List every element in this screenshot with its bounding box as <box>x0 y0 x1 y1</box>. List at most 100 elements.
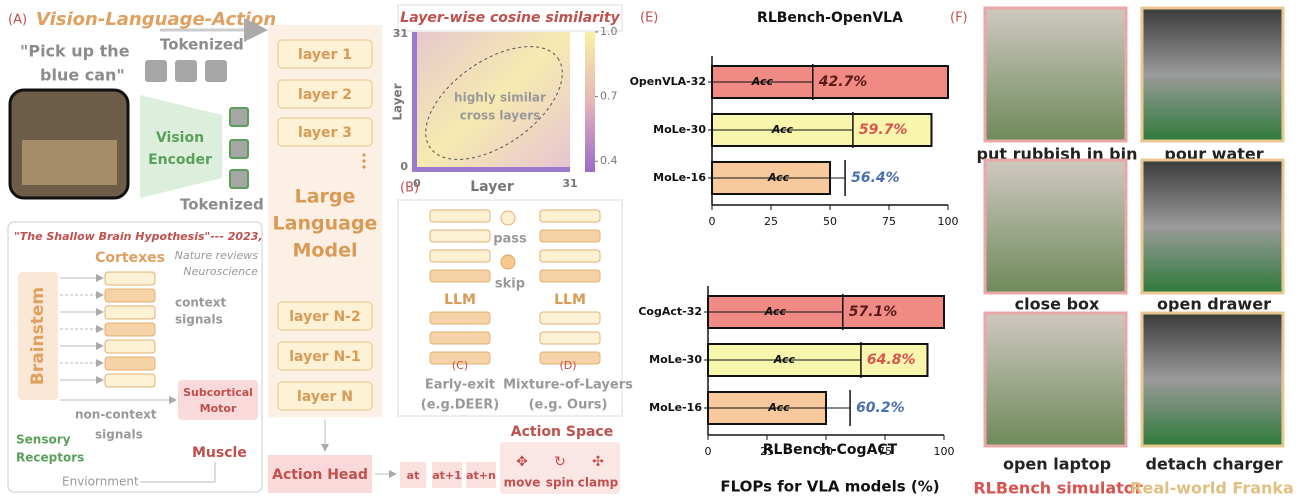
encoder-shape <box>140 95 222 198</box>
action-head: Action Head <box>272 467 368 483</box>
colorbar <box>585 32 595 172</box>
non-context: non-context <box>75 408 157 422</box>
llm-label: LLM <box>444 292 476 308</box>
subcortical: Motor <box>200 402 237 415</box>
y-label: Layer <box>391 83 405 120</box>
layer-box <box>540 332 600 344</box>
context-signals: signals <box>175 313 223 327</box>
heatmap-edge <box>412 32 417 172</box>
quote: "The Shallow Brain Hypothesis"--- 2023, <box>14 230 263 243</box>
layer-box <box>430 230 490 242</box>
accuracy-label: 60.2% <box>856 400 905 416</box>
cortex-box <box>105 272 155 285</box>
cortexes: Cortexes <box>95 250 165 266</box>
action-label: move <box>504 476 541 490</box>
source: Nature reviews <box>175 249 259 262</box>
token <box>175 60 197 82</box>
layer-box <box>430 250 490 262</box>
d-desc: (e.g. Ours) <box>529 398 608 413</box>
colorbar-label: 1.0 <box>600 25 618 38</box>
panel-label: (A) <box>8 13 27 28</box>
dot <box>362 165 365 168</box>
environment: Enviornment <box>62 475 139 489</box>
action-icon: ✣ <box>592 454 604 470</box>
cortex-box <box>105 323 155 336</box>
subcortical: Subcortical <box>183 386 253 399</box>
layer-label: layer 2 <box>298 87 352 103</box>
token <box>230 140 248 158</box>
task-photo <box>985 160 1126 293</box>
layer-label: layer N <box>297 389 353 405</box>
layer-box <box>430 312 490 324</box>
scene-image <box>22 140 117 185</box>
encoder-label: Encoder <box>148 152 212 168</box>
panel-title: Vision-Language-Action <box>36 9 276 30</box>
category-label: CogAct-32 <box>638 305 702 318</box>
token <box>230 170 248 188</box>
cortex-box <box>105 357 155 370</box>
x-tick-label: 100 <box>938 215 959 228</box>
heatmap-title: Layer-wise cosine similarity <box>400 10 620 26</box>
skip-icon <box>501 255 515 269</box>
layer-label: layer 3 <box>298 125 352 141</box>
context-signals: context <box>175 296 227 310</box>
encoder-label: Vision <box>156 130 204 146</box>
layer-box <box>540 250 600 262</box>
acc-text: Acc <box>771 123 794 136</box>
figure: (A) Vision-Language-Action "Pick up the … <box>0 0 1299 498</box>
action-icon: ↻ <box>554 454 566 470</box>
x-tick-label: 0 <box>709 215 716 228</box>
instruction: blue can" <box>40 66 125 85</box>
action-label: clamp <box>578 476 619 490</box>
d-desc: Mixture-of-Layers <box>503 378 633 393</box>
brainstem: Brainstem <box>28 287 48 385</box>
panel-label: (E) <box>640 11 658 26</box>
dot <box>362 159 365 162</box>
layer-box <box>540 312 600 324</box>
llm-name: Language <box>273 213 378 235</box>
acc-text: Acc <box>767 401 790 414</box>
x-tick-label: 0 <box>705 445 712 458</box>
c-label: (C) <box>452 359 468 372</box>
action-space-title: Action Space <box>511 424 613 440</box>
x-tick-label: 50 <box>819 445 833 458</box>
x-tick-label: 75 <box>878 445 892 458</box>
x-axis-label: FLOPs for VLA models (%) <box>720 478 939 496</box>
panel-label: (F) <box>950 11 968 26</box>
task-photo <box>985 313 1126 446</box>
llm-label: LLM <box>554 292 586 308</box>
y-tick-label: 0 <box>400 160 408 173</box>
x-tick-label: 25 <box>760 445 774 458</box>
panel-label: (B) <box>400 181 419 196</box>
x-label: Layer <box>470 179 514 195</box>
x-tick-label: 50 <box>823 215 837 228</box>
category-label: MoLe-16 <box>653 171 706 184</box>
category-label: OpenVLA-32 <box>630 75 706 88</box>
instruction: "Pick up the <box>20 42 130 61</box>
task-caption: detach charger <box>1146 455 1283 474</box>
task-caption: close box <box>1015 295 1100 314</box>
accuracy-label: 64.8% <box>867 352 916 368</box>
tokenized-label: Tokenized <box>180 196 264 214</box>
c-desc: (e.g.DEER) <box>421 398 499 413</box>
action-icon: ✥ <box>516 454 528 470</box>
task-photo <box>1142 8 1283 141</box>
acc-text: Acc <box>764 305 787 318</box>
x-tick-label: 100 <box>934 445 955 458</box>
acc-text: Acc <box>767 171 790 184</box>
receptors: Sensory <box>16 433 71 447</box>
layer-box <box>430 210 490 222</box>
x-tick-label: 75 <box>882 215 896 228</box>
token-label: at+1 <box>432 469 462 482</box>
real-label: Real-world Franka <box>1130 479 1294 498</box>
annotation: cross layers <box>460 109 541 123</box>
llm-name: Model <box>293 240 358 262</box>
heatmap-edge <box>412 167 570 172</box>
accuracy-label: 42.7% <box>818 74 868 90</box>
token <box>145 60 167 82</box>
token-label: at+n <box>466 469 496 482</box>
accuracy-label: 59.7% <box>859 122 908 138</box>
